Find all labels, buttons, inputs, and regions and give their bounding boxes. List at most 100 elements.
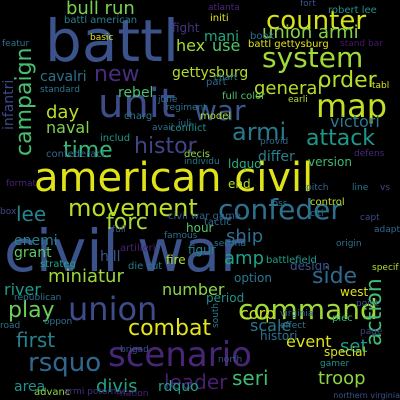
cloud-word: juli xyxy=(178,119,192,129)
cloud-word: regiment xyxy=(166,103,207,113)
cloud-word: rebel xyxy=(118,85,154,101)
cloud-word: battl xyxy=(45,7,179,75)
cloud-word: vs xyxy=(380,183,391,193)
cloud-word: robert lee xyxy=(328,5,377,16)
cloud-word: gettysburg xyxy=(172,65,249,81)
cloud-word: divis xyxy=(96,376,138,397)
cloud-word: armi xyxy=(232,118,287,146)
cloud-word: charg xyxy=(124,111,153,122)
cloud-word: specif xyxy=(372,263,399,273)
cloud-word: seri xyxy=(232,366,269,390)
cloud-word: brigad xyxy=(120,345,149,355)
cloud-word: time xyxy=(63,138,113,163)
cloud-word: enemi xyxy=(14,233,58,249)
cloud-word: fight xyxy=(172,21,200,35)
cloud-word: avail xyxy=(152,123,174,133)
cloud-word: gamer xyxy=(320,359,350,369)
cloud-word: loss xyxy=(270,199,288,209)
cloud-word: die cut xyxy=(128,261,163,272)
cloud-word: piec xyxy=(332,313,353,324)
cloud-word: design xyxy=(290,259,330,273)
cloud-word: histor xyxy=(134,134,197,159)
cloud-word: histori xyxy=(260,329,298,343)
cloud-word: day xyxy=(46,102,80,123)
cloud-word: hour xyxy=(186,221,214,235)
cloud-word: end xyxy=(228,177,251,191)
cloud-word: union xyxy=(68,290,158,328)
cloud-word: new xyxy=(94,62,140,87)
cloud-word: campaign xyxy=(12,47,37,156)
cloud-word: virginia xyxy=(280,309,314,319)
cloud-word: combat xyxy=(128,316,212,341)
cloud-word: box xyxy=(0,207,17,217)
cloud-word: strateg xyxy=(40,259,76,270)
cloud-word: atlanta xyxy=(208,3,240,13)
cloud-word: nation xyxy=(120,389,149,399)
cloud-word: second xyxy=(214,239,247,249)
cloud-word: infantri xyxy=(1,79,17,130)
cloud-word: forc xyxy=(106,210,148,235)
cloud-word: play xyxy=(8,298,55,323)
cloud-word: full color xyxy=(222,91,266,102)
cloud-word: earli xyxy=(288,95,308,105)
cloud-word: provid xyxy=(260,137,289,147)
cloud-word: confeder xyxy=(218,193,342,226)
cloud-word: attack xyxy=(306,126,376,151)
cloud-word: first xyxy=(16,328,56,352)
cloud-word: format xyxy=(6,179,37,189)
cloud-word: differ xyxy=(258,149,295,165)
cloud-word: area xyxy=(14,379,46,395)
cloud-word: effect xyxy=(280,321,306,331)
cloud-word: initi xyxy=(210,13,229,24)
cloud-word: west xyxy=(340,285,369,299)
cloud-word: includ xyxy=(100,133,131,144)
cloud-word: version xyxy=(308,155,352,169)
cloud-word: use xyxy=(212,36,241,55)
cloud-word: book xyxy=(250,31,275,42)
cloud-word: page xyxy=(360,327,383,337)
cloud-word: control xyxy=(310,197,345,208)
cloud-word: event xyxy=(286,332,332,351)
cloud-word: oppon xyxy=(44,317,73,327)
cloud-word: conflict xyxy=(170,123,207,134)
cloud-word: tactic xyxy=(204,217,232,228)
cloud-word: standard xyxy=(40,85,80,95)
cloud-word: special xyxy=(324,345,366,359)
cloud-word: artilleri xyxy=(120,243,156,254)
cloud-word: hex xyxy=(176,36,206,55)
cloud-word: rdquo xyxy=(158,379,199,395)
cloud-word: naval xyxy=(46,118,90,137)
cloud-word: decis xyxy=(184,149,210,160)
cloud-word: model xyxy=(200,111,232,122)
cloud-word: full xyxy=(112,225,126,235)
cloud-word: pitch xyxy=(306,183,329,193)
cloud-word: adapt xyxy=(374,225,400,235)
cloud-word: june xyxy=(158,95,178,105)
cloud-word: chart xyxy=(214,73,238,83)
cloud-word: corp xyxy=(240,304,276,323)
cloud-word: mani xyxy=(204,29,239,45)
cloud-word: capt xyxy=(360,213,380,223)
cloud-word: amp xyxy=(224,248,264,269)
cloud-word: command xyxy=(238,293,378,326)
cloud-word: battl gettysburg xyxy=(248,39,329,50)
cloud-word: victori xyxy=(330,112,380,131)
cloud-word: cavalri xyxy=(40,69,87,85)
cloud-word: confederaci xyxy=(46,149,105,160)
cloud-word: set xyxy=(340,336,368,357)
cloud-word: number xyxy=(162,280,225,299)
cloud-word: hill xyxy=(100,249,121,265)
cloud-word: fire xyxy=(166,253,186,267)
cloud-word: map xyxy=(316,87,388,125)
cloud-word: ship xyxy=(226,226,264,247)
cloud-word: basic xyxy=(90,33,114,43)
cloud-word: leader xyxy=(164,370,228,394)
cloud-word: general xyxy=(254,78,323,99)
cloud-word: counter xyxy=(266,6,367,36)
cloud-word: fort xyxy=(300,0,316,9)
cloud-word: bull run xyxy=(66,0,135,19)
cloud-word: line xyxy=(352,183,369,193)
cloud-word: tabl xyxy=(372,81,390,91)
cloud-word: option xyxy=(234,271,272,285)
cloud-word: defens xyxy=(354,149,385,159)
